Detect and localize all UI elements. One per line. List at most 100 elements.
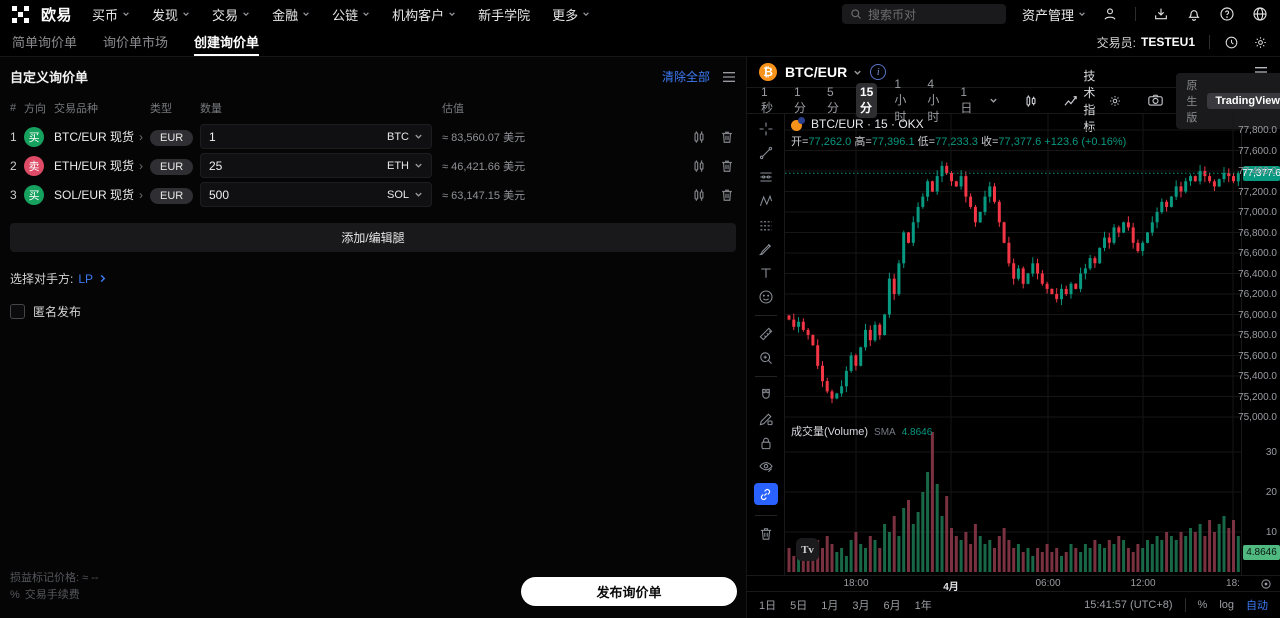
candle-style-icon[interactable]: [1024, 94, 1038, 108]
unit-selector[interactable]: BTC: [387, 131, 423, 143]
time-axis[interactable]: 18:00 4月 06:00 12:00 18:: [747, 575, 1280, 593]
amount-input[interactable]: 1 BTC: [200, 124, 432, 149]
text-tool-icon[interactable]: [755, 265, 777, 281]
tab-create-rfq[interactable]: 创建询价单: [194, 28, 260, 56]
brand-name[interactable]: 欧易: [41, 6, 73, 24]
prediction-tool-icon[interactable]: [755, 217, 777, 233]
log-scale-toggle[interactable]: log: [1219, 599, 1234, 611]
delete-leg-icon[interactable]: [720, 159, 734, 173]
info-icon[interactable]: i: [870, 64, 887, 80]
counterparty-value-link[interactable]: LP: [78, 271, 94, 286]
language-globe-icon[interactable]: [1252, 6, 1268, 22]
chart-candles-icon[interactable]: [692, 188, 706, 202]
amount-value[interactable]: 1: [209, 129, 216, 144]
crosshair-tool-icon[interactable]: [755, 121, 777, 137]
remove-drawings-tool-icon[interactable]: [755, 526, 777, 542]
range-1d[interactable]: 1日: [759, 600, 777, 612]
notifications-icon[interactable]: [1186, 6, 1202, 22]
chart-settings-gear-icon[interactable]: [1108, 94, 1122, 108]
range-3m[interactable]: 3月: [852, 600, 870, 612]
emoji-tool-icon[interactable]: [755, 289, 777, 305]
timeframe-15m[interactable]: 15分: [856, 83, 878, 118]
pnl-mark-price-value: ≈ --: [82, 572, 99, 584]
amount-value[interactable]: 25: [209, 158, 223, 173]
currency-type-pill[interactable]: EUR: [150, 158, 194, 175]
auto-scale-toggle[interactable]: 自动: [1246, 600, 1268, 612]
chart-candles-icon[interactable]: [692, 130, 706, 144]
percent-scale-toggle[interactable]: %: [1197, 599, 1208, 611]
amount-input[interactable]: 25 ETH: [200, 153, 432, 178]
range-6m[interactable]: 6月: [883, 600, 901, 612]
chevron-down-icon: [302, 10, 310, 18]
menu-more[interactable]: 更多: [552, 5, 590, 24]
pair-dropdown[interactable]: BTC/EUR: [785, 64, 862, 80]
history-icon[interactable]: [1224, 35, 1239, 50]
candlestick-chart[interactable]: BTC/EUR · 15 · OKX 开=77,262.0 高=77,396.1…: [785, 114, 1241, 575]
okx-logo-icon[interactable]: [12, 5, 29, 23]
amount-value[interactable]: 500: [209, 187, 230, 202]
timeframe-1d[interactable]: 1日: [960, 85, 973, 115]
tradingview-watermark-icon[interactable]: Tv: [796, 538, 819, 561]
delete-leg-icon[interactable]: [720, 188, 734, 202]
chevron-right-icon[interactable]: [98, 274, 107, 283]
delete-leg-icon[interactable]: [720, 130, 734, 144]
menu-buy-crypto[interactable]: 买币: [92, 5, 130, 24]
add-edit-leg-button[interactable]: 添加/编辑腿: [10, 223, 736, 252]
price-axis[interactable]: 77,377.6 4.8646 77,800.0 77,600.0 77,400.0…: [1238, 114, 1280, 575]
settings-gear-icon[interactable]: [1253, 35, 1268, 50]
fib-lines-tool-icon[interactable]: [755, 169, 777, 185]
clock-utc[interactable]: 15:41:57 (UTC+8): [1084, 599, 1173, 611]
range-1m[interactable]: 1月: [821, 600, 839, 612]
measure-tool-icon[interactable]: [755, 326, 777, 342]
menu-public-chain[interactable]: 公链: [332, 5, 370, 24]
search-input[interactable]: 搜索币对: [841, 4, 1006, 24]
brush-tool-icon[interactable]: [755, 241, 777, 257]
pair-selector[interactable]: BTC/EUR 现货 ›: [54, 129, 144, 145]
tab-rfq-market[interactable]: 询价单市场: [103, 34, 169, 50]
timeframe-1m[interactable]: 1分: [794, 85, 807, 115]
chart-candles-icon[interactable]: [692, 159, 706, 173]
timeframe-1s[interactable]: 1秒: [761, 85, 774, 115]
pair-selector[interactable]: ETH/EUR 现货 ›: [54, 158, 144, 174]
download-app-icon[interactable]: [1153, 6, 1169, 22]
xabcd-pattern-tool-icon[interactable]: [755, 193, 777, 209]
user-icon[interactable]: [1102, 6, 1118, 22]
trendline-tool-icon[interactable]: [755, 145, 777, 161]
menu-discover[interactable]: 发现: [152, 5, 190, 24]
native-version-option[interactable]: 原生版: [1186, 79, 1198, 124]
menu-academy[interactable]: 新手学院: [478, 7, 531, 23]
anonymous-checkbox[interactable]: [10, 304, 25, 319]
range-1y[interactable]: 1年: [914, 600, 932, 612]
timeframe-more-chevron-icon[interactable]: [989, 96, 998, 105]
menu-trade[interactable]: 交易: [212, 5, 250, 24]
unit-selector[interactable]: SOL: [387, 189, 423, 201]
assets-menu[interactable]: 资产管理: [1022, 5, 1086, 24]
buy-badge: 买: [24, 126, 44, 147]
amount-input[interactable]: 500 SOL: [200, 182, 432, 207]
pair-selector[interactable]: SOL/EUR 现货 ›: [54, 187, 144, 203]
range-5d[interactable]: 5日: [790, 600, 808, 612]
tradingview-option[interactable]: TradingView: [1207, 92, 1280, 109]
timeframe-4h[interactable]: 4小时: [927, 76, 940, 124]
lock-drawings-tool-icon[interactable]: [755, 411, 777, 427]
unit-selector[interactable]: ETH: [387, 160, 423, 172]
screenshot-camera-icon[interactable]: [1148, 94, 1164, 107]
hide-drawings-tool-icon[interactable]: [755, 459, 777, 475]
timeframe-5m[interactable]: 5分: [827, 85, 840, 115]
publish-rfq-button[interactable]: 发布询价单: [521, 577, 737, 606]
clear-all-link[interactable]: 清除全部: [661, 70, 710, 84]
fee-label[interactable]: 交易手续费: [24, 589, 80, 601]
link-sync-tool-icon[interactable]: [753, 483, 778, 505]
magnet-tool-icon[interactable]: [755, 387, 777, 403]
scroll-to-realtime-icon[interactable]: [1260, 578, 1272, 590]
menu-finance[interactable]: 金融: [272, 5, 310, 24]
menu-institutional[interactable]: 机构客户: [392, 5, 456, 24]
lock-tool-icon[interactable]: [755, 435, 777, 451]
currency-type-pill[interactable]: EUR: [150, 129, 194, 146]
currency-type-pill[interactable]: EUR: [150, 187, 194, 204]
help-icon[interactable]: [1219, 6, 1235, 22]
timeframe-1h[interactable]: 1小时: [894, 76, 907, 124]
tab-simple-rfq[interactable]: 简单询价单: [12, 34, 78, 50]
zoom-in-tool-icon[interactable]: [755, 350, 777, 366]
layout-menu-icon[interactable]: [722, 71, 736, 83]
